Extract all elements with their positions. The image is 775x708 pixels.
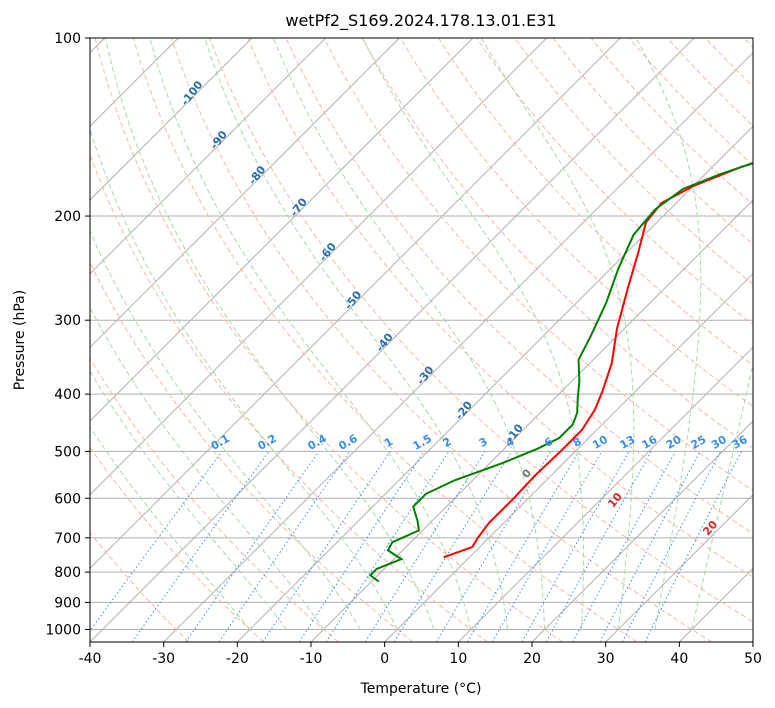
sounding-traces <box>368 162 753 583</box>
mixing-ratio-line <box>325 451 450 642</box>
mixing-ratio-line <box>572 451 676 642</box>
moist-adiabat-line <box>90 306 324 630</box>
x-tick-label: 20 <box>523 651 541 667</box>
dry-adiabat-line <box>94 38 563 642</box>
y-tick-label: 200 <box>54 209 81 225</box>
temperature-trace <box>443 162 753 559</box>
background-reference-lines <box>90 38 753 642</box>
dry-adiabat-line <box>247 38 753 578</box>
isotherm-line <box>90 38 695 642</box>
mixing-ratio-line <box>218 451 351 642</box>
y-tick-label: 1000 <box>45 622 81 638</box>
x-tick-label: -20 <box>226 651 249 667</box>
dry-adiabat-line <box>90 261 414 642</box>
moist-adiabat-line <box>149 38 472 630</box>
y-tick-label: 300 <box>54 313 81 329</box>
dry-adiabat-line <box>437 38 753 366</box>
moist-adiabat-line <box>362 38 584 630</box>
x-tick-label: -40 <box>79 651 102 667</box>
x-tick-label: 30 <box>597 651 615 667</box>
isotherm-line <box>90 38 548 496</box>
isotherm-line <box>90 38 621 570</box>
y-tick-label: 900 <box>54 595 81 611</box>
dry-adiabat-line <box>90 446 264 642</box>
isotherm-line <box>605 493 753 642</box>
y-tick-label: 400 <box>54 387 81 403</box>
x-tick-label: -30 <box>152 651 175 667</box>
isotherm-line <box>531 420 753 642</box>
mixing-ratio-line <box>90 451 223 632</box>
y-tick-label: 700 <box>54 531 81 547</box>
isotherm-line <box>90 38 400 349</box>
mixing-ratio-line <box>185 451 320 642</box>
x-tick-label: 10 <box>449 651 467 667</box>
isotherm-line <box>384 272 753 642</box>
dry-adiabat-line <box>132 38 638 642</box>
y-tick-label: 100 <box>54 31 81 47</box>
isotherm-line <box>90 38 474 422</box>
mixing-ratio-line <box>545 451 652 642</box>
moist-adiabat-line <box>90 127 398 630</box>
axes: -40 -30 -20 -10 0 10 20 30 40 50 100 200 300 400 500 60… <box>45 31 762 667</box>
moist-adiabat-line <box>272 38 545 630</box>
mixing-ratio-line <box>621 451 722 642</box>
dry-adiabat-line <box>209 38 753 623</box>
moist-adiabat-line <box>105 38 435 630</box>
mixing-ratio-line <box>131 451 270 642</box>
mixing-ratio-line <box>521 451 630 642</box>
moist-adiabat-line <box>635 38 702 630</box>
x-tick-label: 50 <box>744 651 762 667</box>
moist-adiabat-line <box>691 361 753 630</box>
dry-adiabat-line <box>323 38 753 492</box>
dewpoint-trace <box>368 162 753 583</box>
dry-adiabat-line <box>90 531 190 642</box>
x-axis-title: Temperature (°C) <box>360 681 482 697</box>
dry-adiabat-line <box>399 38 753 408</box>
moist-adiabat-line <box>480 38 635 630</box>
dry-adiabat-line <box>514 38 753 285</box>
isotherm-line <box>236 125 753 642</box>
x-tick-label: 40 <box>670 651 688 667</box>
dry-adiabat-line <box>90 357 339 642</box>
isotherm-line <box>90 38 253 201</box>
mixing-ratio-line <box>644 451 742 642</box>
mixing-ratio-line <box>262 451 391 642</box>
chart-title: wetPf2_S169.2024.178.13.01.E31 <box>285 11 556 31</box>
mixing-ratio-line <box>393 451 513 642</box>
plot-frame <box>89 37 754 643</box>
moist-adiabat-line <box>90 229 361 630</box>
isotherm-line <box>163 51 753 642</box>
y-tick-label: 500 <box>54 444 81 460</box>
x-tick-label: -10 <box>300 651 323 667</box>
isotherm-line <box>457 346 753 642</box>
dry-adiabat-line <box>90 153 488 642</box>
dry-adiabat-line <box>170 38 712 642</box>
x-tick-label: 0 <box>380 651 389 667</box>
y-tick-label: 600 <box>54 491 81 507</box>
y-tick-label: 800 <box>54 565 81 581</box>
mixing-ratio-line <box>298 451 425 642</box>
y-axis-title: Pressure (hPa) <box>12 290 28 390</box>
isotherm-line <box>90 38 327 275</box>
